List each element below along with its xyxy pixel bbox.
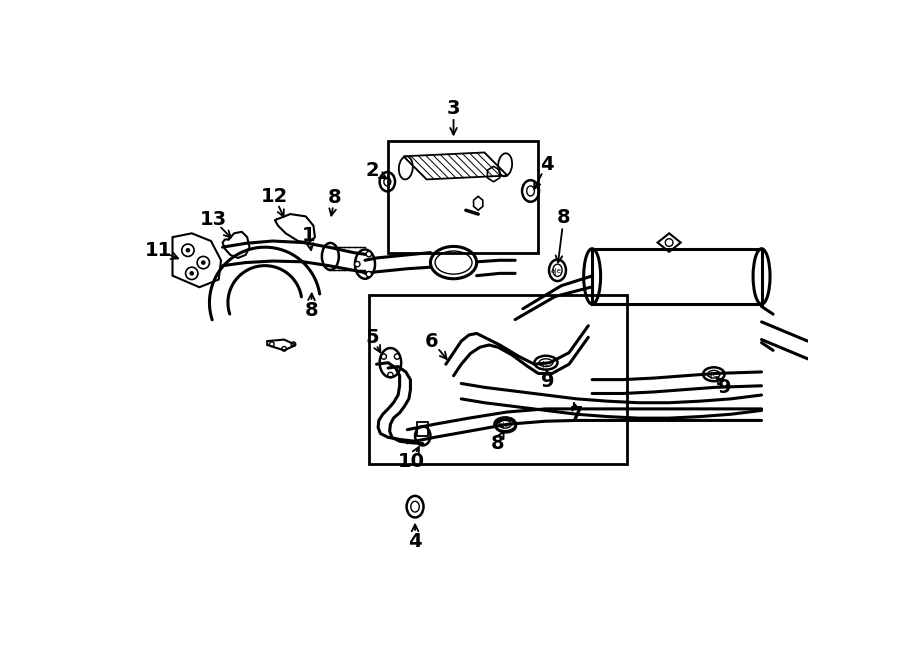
- Text: 9: 9: [541, 372, 554, 391]
- Bar: [369, 295, 626, 464]
- Text: 12: 12: [260, 187, 288, 206]
- Text: 13: 13: [200, 210, 227, 229]
- Text: 9: 9: [718, 378, 732, 397]
- Circle shape: [185, 248, 190, 253]
- Text: a|e: a|e: [551, 268, 562, 276]
- Text: 8: 8: [491, 434, 504, 453]
- Text: 8: 8: [328, 188, 342, 207]
- Text: 4: 4: [409, 532, 422, 551]
- Text: 3: 3: [446, 99, 460, 118]
- Bar: [592, 249, 761, 304]
- Circle shape: [189, 271, 194, 276]
- Bar: [388, 141, 538, 253]
- Circle shape: [355, 261, 360, 267]
- Circle shape: [201, 260, 205, 265]
- Text: 2: 2: [366, 161, 380, 180]
- Text: 4: 4: [540, 155, 554, 174]
- Bar: [418, 422, 428, 436]
- Text: 8: 8: [304, 301, 318, 320]
- Text: a|e: a|e: [499, 422, 509, 430]
- Circle shape: [366, 272, 372, 277]
- Text: 1: 1: [302, 226, 316, 245]
- Text: a|e: a|e: [539, 361, 550, 368]
- Text: 6: 6: [425, 332, 439, 350]
- Text: 7: 7: [570, 405, 583, 424]
- Text: 5: 5: [365, 328, 379, 347]
- Text: 8: 8: [557, 208, 571, 227]
- Text: 10: 10: [398, 451, 425, 471]
- Text: a|e: a|e: [706, 372, 717, 379]
- Text: 11: 11: [145, 241, 172, 260]
- Circle shape: [366, 251, 372, 257]
